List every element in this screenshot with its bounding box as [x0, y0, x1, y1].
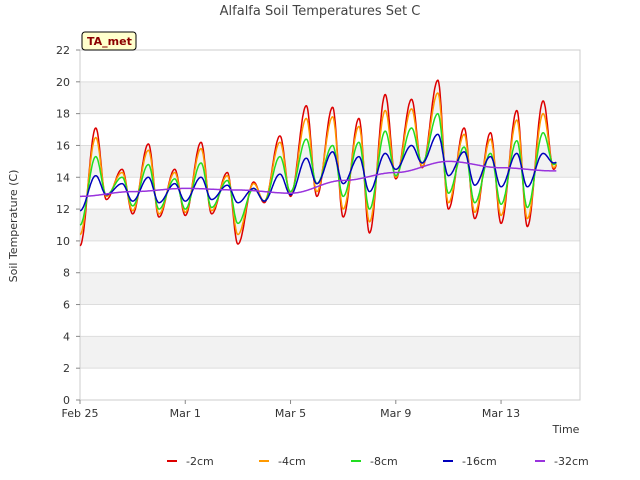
- y-tick-label: 12: [56, 203, 70, 216]
- plot-band: [80, 240, 580, 273]
- x-tick-label: Mar 13: [482, 407, 520, 420]
- plot-band: [80, 50, 580, 82]
- legend-label: -2cm: [186, 455, 214, 468]
- y-tick-label: 22: [56, 44, 70, 57]
- x-axis-label: Time: [552, 423, 580, 436]
- y-tick-label: 10: [56, 235, 70, 248]
- badge-label: TA_met: [87, 35, 132, 48]
- plot-band: [80, 113, 580, 146]
- y-axis: 0 2 4 6 8 10 12 14 16 18 20 22: [56, 44, 80, 407]
- legend: -2cm -4cm -8cm -16cm -32cm: [167, 455, 589, 468]
- chart-title: Alfalfa Soil Temperatures Set C: [220, 4, 421, 19]
- plot-band: [80, 145, 580, 178]
- x-tick-label: Mar 9: [380, 407, 411, 420]
- y-tick-label: 14: [56, 171, 70, 184]
- x-tick-label: Mar 1: [170, 407, 201, 420]
- plot-band: [80, 304, 580, 337]
- plot-band: [80, 368, 580, 400]
- legend-label: -16cm: [462, 455, 497, 468]
- legend-label: -4cm: [278, 455, 306, 468]
- x-tick-label: Mar 5: [275, 407, 306, 420]
- y-tick-label: 4: [63, 330, 70, 343]
- series-line-minus-16cm: [79, 133, 557, 212]
- plot-band: [80, 272, 580, 305]
- legend-label: -8cm: [370, 455, 398, 468]
- plot-background: [79, 49, 581, 401]
- plot-band: [80, 81, 580, 114]
- legend-label: -32cm: [554, 455, 589, 468]
- y-tick-label: 0: [63, 394, 70, 407]
- y-tick-label: 16: [56, 139, 70, 152]
- y-tick-label: 8: [63, 267, 70, 280]
- x-tick-label: Feb 25: [62, 407, 99, 420]
- y-tick-label: 2: [63, 362, 70, 375]
- series-line-minus-2cm: [79, 79, 558, 247]
- y-tick-label: 18: [56, 108, 70, 121]
- y-axis-label: Soil Temperature (C): [7, 170, 20, 283]
- series-line-minus-32cm: [79, 160, 557, 198]
- y-tick-label: 6: [63, 299, 70, 312]
- ta-met-badge: TA_met: [81, 31, 137, 51]
- y-tick-label: 20: [56, 76, 70, 89]
- series-lines: [79, 79, 558, 247]
- badge-box: [81, 31, 137, 51]
- series-line-minus-4cm: [79, 92, 557, 236]
- x-axis: Feb 25 Mar 1 Mar 5 Mar 9 Mar 13: [62, 400, 520, 420]
- plot-band: [80, 209, 580, 241]
- plot-band: [80, 336, 580, 369]
